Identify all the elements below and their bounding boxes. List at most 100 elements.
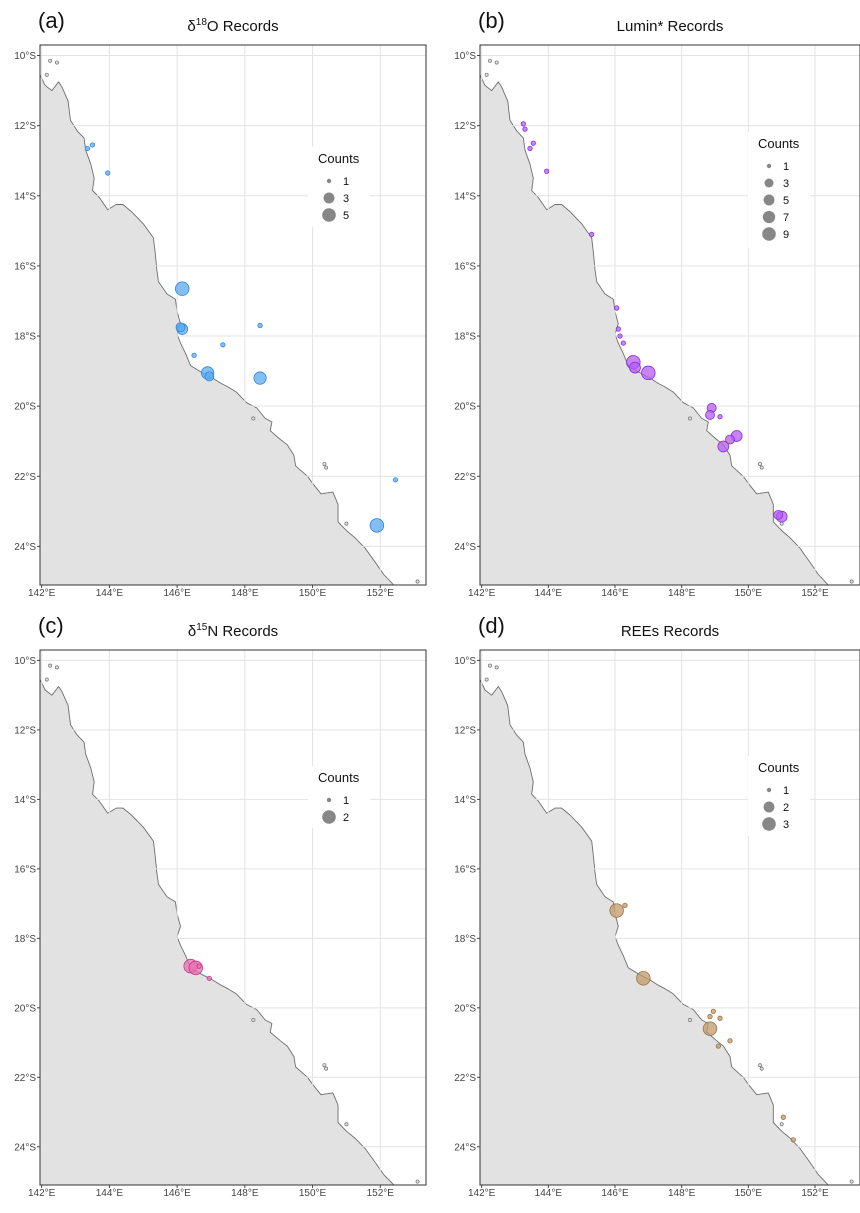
x-tick-label: 148°E xyxy=(668,588,696,599)
record-point xyxy=(790,1137,796,1143)
legend-key xyxy=(762,227,776,241)
y-tick-label: 12°S xyxy=(454,121,476,132)
record-point xyxy=(636,971,651,986)
record-point xyxy=(369,518,385,533)
record-point xyxy=(520,121,526,127)
legend-label: 1 xyxy=(783,161,789,173)
islet xyxy=(688,1018,692,1022)
x-tick-label: 142°E xyxy=(28,588,56,599)
y-tick-label: 18°S xyxy=(454,332,476,343)
record-point xyxy=(206,975,212,981)
y-tick-label: 24°S xyxy=(14,1142,36,1153)
record-point xyxy=(780,1114,786,1120)
x-tick-label: 144°E xyxy=(535,1188,563,1199)
y-tick-label: 12°S xyxy=(454,725,476,736)
x-tick-label: 148°E xyxy=(668,1188,696,1199)
record-point xyxy=(527,145,533,152)
panel-letter: (a) xyxy=(38,8,65,33)
map-panel: 142°E 144°E 146°E 148°E 150°E 152°E 10°S 12°S 14… xyxy=(14,613,427,1199)
y-tick-label: 14°S xyxy=(14,191,36,202)
record-point xyxy=(717,1015,723,1021)
legend-key xyxy=(766,163,772,169)
record-point xyxy=(614,305,620,311)
y-tick-label: 20°S xyxy=(454,402,476,413)
y-tick-label: 10°S xyxy=(14,656,36,667)
record-point xyxy=(707,1013,713,1020)
panel-title: δ15N Records xyxy=(188,622,278,640)
islet xyxy=(758,462,762,466)
islet xyxy=(484,677,489,682)
y-tick-label: 22°S xyxy=(14,1073,36,1084)
record-point xyxy=(715,1043,721,1049)
legend-key xyxy=(764,178,774,188)
record-point xyxy=(702,1021,718,1036)
legend-key xyxy=(326,797,332,803)
record-point xyxy=(705,410,715,420)
islet xyxy=(779,1122,784,1127)
legend-background xyxy=(748,132,810,248)
y-tick-label: 14°S xyxy=(454,191,476,202)
y-tick-label: 10°S xyxy=(14,51,36,62)
islet xyxy=(344,521,349,526)
record-point xyxy=(530,140,536,146)
legend: Counts 1 3 5 xyxy=(308,147,370,227)
legend-title: Counts xyxy=(758,760,800,775)
y-tick-label: 22°S xyxy=(14,472,36,483)
record-point xyxy=(615,326,621,332)
legend-key xyxy=(763,194,775,206)
y-tick-label: 12°S xyxy=(14,725,36,736)
x-tick-label: 146°E xyxy=(601,588,629,599)
islet xyxy=(758,1063,762,1068)
islet xyxy=(484,72,489,77)
legend-key xyxy=(762,210,776,224)
y-tick-label: 18°S xyxy=(454,934,476,945)
legend-label: 2 xyxy=(343,812,349,824)
y-tick-label: 20°S xyxy=(14,1003,36,1014)
islet xyxy=(688,416,692,421)
legend-title: Counts xyxy=(318,151,360,166)
x-tick-label: 150°E xyxy=(299,1188,327,1199)
map-panel: 142°E 144°E 146°E 148°E 150°E 152°E 10°S 12°S 14… xyxy=(454,613,860,1199)
islet xyxy=(48,58,53,63)
land-mass xyxy=(40,74,395,585)
panel-letter: (b) xyxy=(478,8,505,33)
record-point xyxy=(773,509,784,520)
record-point xyxy=(717,414,723,420)
islet xyxy=(488,663,492,668)
x-tick-label: 152°E xyxy=(801,1188,829,1199)
record-point xyxy=(609,903,624,918)
record-point xyxy=(392,477,399,483)
islet xyxy=(54,665,59,670)
map-panel: 142°E 144°E 146°E 148°E 150°E 152°E 10°S 12°S 14… xyxy=(454,8,860,599)
panel-title: δ18O Records xyxy=(187,17,278,35)
x-tick-label: 144°E xyxy=(96,1188,124,1199)
x-tick-label: 146°E xyxy=(601,1188,629,1199)
x-tick-label: 152°E xyxy=(801,588,829,599)
panel-letter: (d) xyxy=(478,613,505,638)
legend-key xyxy=(763,801,775,813)
panel-letter: (c) xyxy=(38,613,64,638)
islet xyxy=(759,465,764,470)
x-tick-label: 150°E xyxy=(735,588,763,599)
panel-frame xyxy=(39,44,427,586)
record-point xyxy=(622,902,628,908)
x-tick-label: 146°E xyxy=(163,588,191,599)
legend-label: 2 xyxy=(783,802,789,814)
x-tick-label: 146°E xyxy=(163,1188,191,1199)
islet xyxy=(322,1063,327,1068)
islet xyxy=(344,1122,349,1127)
islet xyxy=(44,72,49,77)
legend-background xyxy=(308,147,370,227)
land-mass xyxy=(480,679,829,1185)
legend-label: 5 xyxy=(783,195,789,207)
panel-frame xyxy=(479,44,860,586)
record-point xyxy=(717,440,730,453)
record-point xyxy=(589,231,595,237)
legend-key xyxy=(762,817,776,831)
x-tick-label: 150°E xyxy=(299,588,327,599)
record-point xyxy=(522,126,528,132)
y-tick-label: 16°S xyxy=(454,261,476,272)
record-point xyxy=(257,322,263,329)
legend-key xyxy=(322,810,336,824)
